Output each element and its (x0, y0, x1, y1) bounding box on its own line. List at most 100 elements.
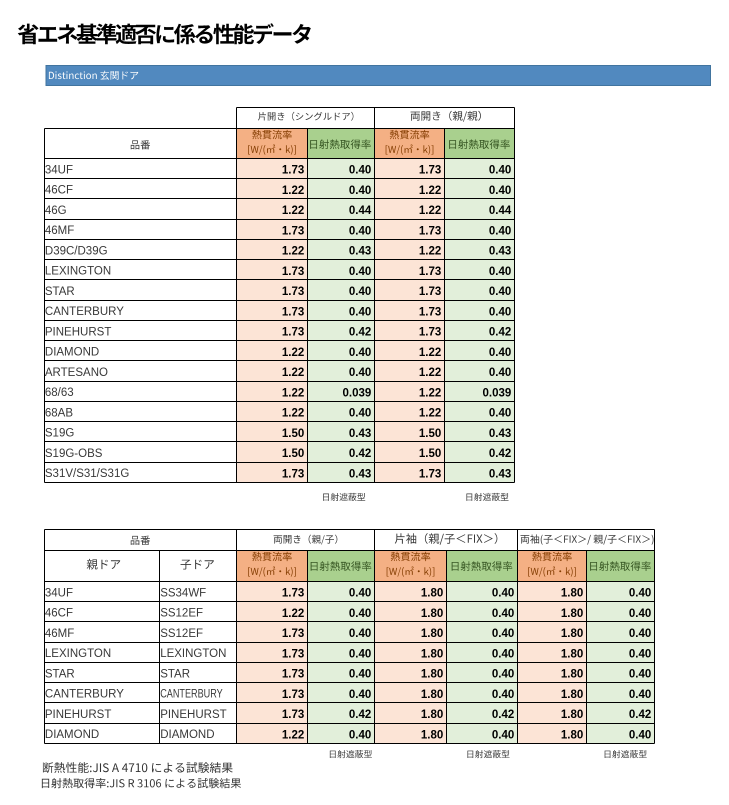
svg-text:0.40: 0.40 (349, 286, 371, 298)
svg-text:0.40: 0.40 (489, 165, 511, 177)
svg-text:1.22: 1.22 (282, 729, 304, 741)
svg-text:1.22: 1.22 (419, 205, 441, 217)
svg-text:0.42: 0.42 (492, 709, 514, 721)
svg-text:SS12EF: SS12EF (160, 608, 203, 620)
svg-text:1.80: 1.80 (421, 689, 443, 701)
svg-text:STAR: STAR (45, 668, 75, 680)
svg-text:0.42: 0.42 (489, 327, 511, 339)
svg-text:0.42: 0.42 (349, 448, 371, 460)
svg-text:1.80: 1.80 (421, 628, 443, 640)
svg-text:1.73: 1.73 (282, 669, 304, 681)
svg-text:LEXINGTON: LEXINGTON (45, 266, 111, 278)
svg-text:1.73: 1.73 (282, 709, 304, 721)
svg-text:0.40: 0.40 (349, 347, 371, 359)
svg-text:0.40: 0.40 (492, 729, 514, 741)
svg-text:1.80: 1.80 (421, 669, 443, 681)
svg-text:0.40: 0.40 (492, 648, 514, 660)
svg-text:0.40: 0.40 (629, 628, 651, 640)
svg-text:1.22: 1.22 (419, 387, 441, 399)
svg-text:46MF: 46MF (45, 628, 74, 640)
svg-text:0.43: 0.43 (489, 428, 511, 440)
svg-text:1.73: 1.73 (419, 225, 441, 237)
svg-text:1.80: 1.80 (421, 588, 443, 600)
svg-text:0.40: 0.40 (492, 689, 514, 701)
svg-text:1.50: 1.50 (282, 448, 304, 460)
svg-text:1.73: 1.73 (282, 327, 304, 339)
svg-text:CANTERBURY: CANTERBURY (45, 689, 124, 701)
svg-text:0.44: 0.44 (489, 205, 512, 217)
svg-text:1.80: 1.80 (421, 709, 443, 721)
svg-text:1.73: 1.73 (282, 468, 304, 480)
svg-text:68/63: 68/63 (45, 387, 74, 399)
svg-text:1.73: 1.73 (282, 266, 304, 278)
svg-text:DIAMOND: DIAMOND (160, 729, 214, 741)
svg-text:0.40: 0.40 (489, 408, 511, 420)
svg-text:0.42: 0.42 (349, 327, 371, 339)
svg-text:SS12EF: SS12EF (160, 628, 203, 640)
svg-text:0.40: 0.40 (349, 588, 371, 600)
svg-text:LEXINGTON: LEXINGTON (45, 648, 111, 660)
svg-text:0.40: 0.40 (492, 628, 514, 640)
svg-text:1.80: 1.80 (421, 608, 443, 620)
svg-text:1.80: 1.80 (561, 648, 583, 660)
svg-text:46CF: 46CF (45, 185, 73, 197)
svg-text:0.44: 0.44 (349, 205, 372, 217)
svg-text:1.80: 1.80 (561, 608, 583, 620)
svg-text:1.22: 1.22 (282, 387, 304, 399)
svg-text:1.22: 1.22 (419, 246, 441, 258)
svg-text:0.40: 0.40 (492, 608, 514, 620)
svg-text:0.40: 0.40 (349, 729, 371, 741)
svg-text:0.40: 0.40 (489, 185, 511, 197)
svg-text:1.73: 1.73 (419, 468, 441, 480)
svg-text:0.40: 0.40 (349, 628, 371, 640)
svg-text:1.73: 1.73 (419, 286, 441, 298)
svg-text:0.43: 0.43 (349, 428, 371, 440)
svg-text:1.22: 1.22 (419, 408, 441, 420)
svg-text:0.40: 0.40 (489, 225, 511, 237)
svg-text:ARTESANO: ARTESANO (45, 367, 108, 379)
svg-text:1.22: 1.22 (282, 608, 304, 620)
svg-text:1.73: 1.73 (419, 266, 441, 278)
svg-text:1.73: 1.73 (282, 628, 304, 640)
svg-text:0.40: 0.40 (349, 408, 371, 420)
svg-text:CANTERBURY: CANTERBURY (45, 306, 124, 318)
svg-text:46CF: 46CF (45, 608, 73, 620)
svg-text:1.50: 1.50 (419, 428, 441, 440)
svg-text:1.22: 1.22 (419, 185, 441, 197)
svg-text:0.40: 0.40 (489, 286, 511, 298)
svg-text:0.42: 0.42 (629, 709, 651, 721)
svg-text:1.73: 1.73 (419, 327, 441, 339)
svg-text:1.73: 1.73 (282, 588, 304, 600)
svg-text:0.40: 0.40 (629, 588, 651, 600)
svg-text:0.40: 0.40 (349, 669, 371, 681)
svg-text:0.039: 0.039 (343, 387, 372, 399)
svg-text:1.73: 1.73 (282, 286, 304, 298)
svg-text:0.40: 0.40 (492, 669, 514, 681)
svg-text:0.40: 0.40 (349, 648, 371, 660)
svg-text:1.22: 1.22 (419, 347, 441, 359)
svg-text:1.73: 1.73 (282, 648, 304, 660)
svg-text:D39C/D39G: D39C/D39G (45, 245, 108, 257)
svg-text:LEXINGTON: LEXINGTON (160, 648, 226, 660)
svg-text:DIAMOND: DIAMOND (45, 729, 99, 741)
svg-text:1.73: 1.73 (282, 689, 304, 701)
svg-text:1.80: 1.80 (561, 709, 583, 721)
svg-text:1.80: 1.80 (561, 588, 583, 600)
svg-text:STAR: STAR (160, 668, 190, 680)
svg-text:1.22: 1.22 (282, 347, 304, 359)
svg-text:1.22: 1.22 (282, 205, 304, 217)
svg-text:S31V/S31/S31G: S31V/S31/S31G (45, 468, 129, 480)
svg-text:0.40: 0.40 (629, 689, 651, 701)
svg-text:0.43: 0.43 (489, 468, 511, 480)
svg-text:0.40: 0.40 (349, 266, 371, 278)
svg-text:1.73: 1.73 (419, 306, 441, 318)
svg-text:1.73: 1.73 (282, 306, 304, 318)
svg-text:1.22: 1.22 (419, 367, 441, 379)
svg-text:0.43: 0.43 (489, 246, 511, 258)
svg-text:1.50: 1.50 (282, 428, 304, 440)
svg-text:34UF: 34UF (45, 164, 73, 176)
svg-text:46G: 46G (45, 205, 67, 217)
svg-text:0.40: 0.40 (629, 648, 651, 660)
svg-text:1.80: 1.80 (421, 729, 443, 741)
svg-text:0.40: 0.40 (349, 608, 371, 620)
